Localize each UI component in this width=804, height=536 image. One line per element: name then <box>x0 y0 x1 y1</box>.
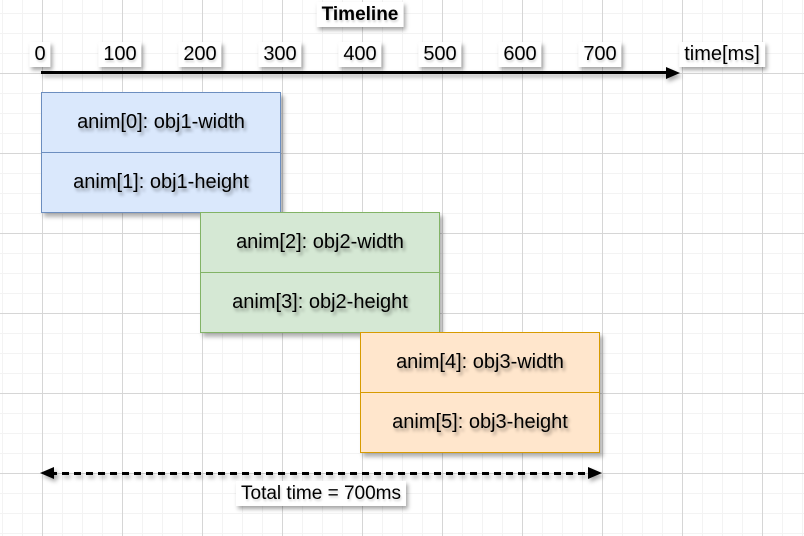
axis-tick-400: 400 <box>338 42 382 67</box>
axis-line <box>41 71 669 74</box>
axis-tick-200: 200 <box>178 42 222 67</box>
track-obj1: anim[0]: obj1-width anim[1]: obj1-height <box>41 92 281 213</box>
axis-tick-300: 300 <box>258 42 302 67</box>
axis-unit-label: time[ms] <box>679 42 765 67</box>
anim-row-4: anim[4]: obj3-width <box>396 351 564 373</box>
total-arrow-right-icon <box>588 467 602 479</box>
anim-row-1: anim[1]: obj1-height <box>42 152 280 212</box>
anim-row-2: anim[2]: obj2-width <box>236 231 404 253</box>
timeline-title: Timeline <box>316 2 404 27</box>
anim-row-0: anim[0]: obj1-width <box>77 111 245 133</box>
axis-tick-100: 100 <box>98 42 142 67</box>
total-arrow-dash-line <box>50 471 592 475</box>
axis-tick-600: 600 <box>498 42 542 67</box>
total-arrow-left-icon <box>40 467 54 479</box>
anim-row-5: anim[5]: obj3-height <box>361 392 599 452</box>
axis-tick-0: 0 <box>29 42 51 67</box>
track-obj3: anim[4]: obj3-width anim[5]: obj3-height <box>360 332 600 453</box>
axis-arrowhead-icon <box>666 66 680 79</box>
axis-tick-500: 500 <box>418 42 462 67</box>
axis-tick-700: 700 <box>578 42 622 67</box>
total-time-arrow <box>40 465 602 481</box>
track-obj2: anim[2]: obj2-width anim[3]: obj2-height <box>200 212 440 333</box>
total-time-label: Total time = 700ms <box>236 481 406 506</box>
anim-row-3: anim[3]: obj2-height <box>201 272 439 332</box>
